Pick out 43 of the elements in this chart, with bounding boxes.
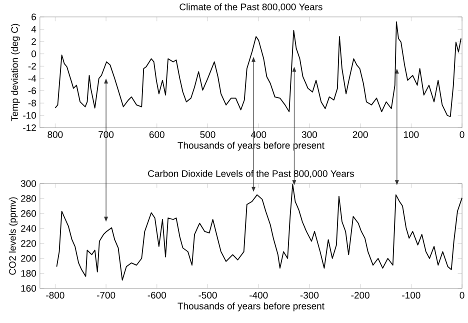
line-series bbox=[56, 184, 462, 280]
y-axis-title: Temp deviation (deg C) bbox=[10, 24, 20, 121]
y-tick-label: 2 bbox=[32, 38, 36, 45]
y-tick-label: -6 bbox=[28, 87, 36, 94]
y-tick-label: 180 bbox=[21, 270, 36, 277]
y-tick-label: 280 bbox=[21, 195, 36, 202]
y-tick-label: 260 bbox=[21, 210, 36, 217]
x-tick-label: 0 bbox=[460, 292, 464, 298]
x-tick-label: 200 bbox=[352, 131, 368, 138]
y-tick-label: 300 bbox=[20, 180, 36, 187]
y-tick-label: -8 bbox=[28, 100, 36, 106]
x-tick-label: -600 bbox=[148, 292, 166, 298]
x-tick-label: 100 bbox=[404, 131, 419, 138]
y-axis-title: CO2 levels (ppmv) bbox=[8, 197, 18, 275]
y-tick-label: -12 bbox=[23, 124, 36, 131]
y-tick-label: 0 bbox=[32, 50, 36, 58]
x-tick-label: 0 bbox=[460, 131, 464, 138]
x-tick-label: -500 bbox=[198, 292, 217, 298]
y-tick-label: 6 bbox=[32, 13, 36, 20]
x-tick-label: 300 bbox=[302, 131, 317, 138]
x-tick-label: 600 bbox=[149, 131, 164, 138]
y-tick-label: -10 bbox=[23, 112, 36, 119]
x-tick-label: 800 bbox=[48, 131, 63, 138]
y-tick-label: -2 bbox=[28, 62, 36, 70]
x-tick-label: -800 bbox=[46, 292, 64, 298]
y-tick-label: -4 bbox=[28, 75, 36, 82]
x-tick-label: 700 bbox=[98, 131, 114, 138]
y-tick-label: 4 bbox=[31, 26, 36, 32]
x-tick-label: 400 bbox=[250, 131, 266, 138]
x-tick-label: -100 bbox=[402, 292, 420, 298]
y-tick-label: 200 bbox=[21, 254, 36, 262]
x-tick-label: -400 bbox=[250, 292, 268, 298]
x-tick-label: -300 bbox=[300, 292, 319, 298]
x-tick-label: 500 bbox=[200, 131, 216, 138]
y-tick-label: 240 bbox=[21, 224, 36, 232]
x-tick-label: -700 bbox=[96, 292, 116, 298]
chart-title: Carbon Dioxide Levels of the Past 800,000 Years bbox=[148, 170, 354, 178]
x-axis-title: Thousands of years before present bbox=[178, 302, 324, 312]
y-tick-label: 220 bbox=[21, 240, 36, 247]
line-series bbox=[54, 21, 462, 117]
x-tick-label: -200 bbox=[351, 292, 370, 298]
y-tick-label: 160 bbox=[21, 284, 36, 292]
chart-title: Climate of the Past 800,000 Years bbox=[180, 3, 322, 12]
